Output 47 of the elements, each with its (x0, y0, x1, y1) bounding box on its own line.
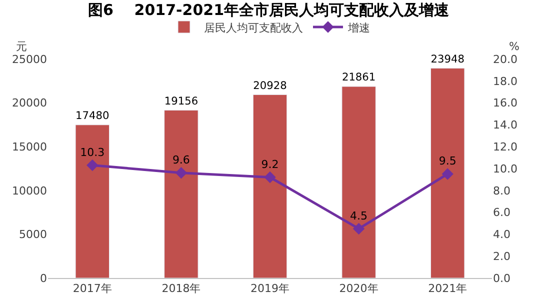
y-axis-title: 元 (16, 40, 27, 53)
y2-tick-label: 16.0 (493, 96, 518, 110)
data-label: 9.2 (261, 158, 279, 171)
x-tick-label: 2020年 (339, 282, 378, 296)
y2-tick-label: 2.0 (493, 250, 510, 263)
y-tick-label: 25000 (12, 52, 47, 66)
y-tick-label: 0 (40, 272, 47, 285)
y2-tick-label: 10.0 (493, 162, 518, 176)
y2-axis-title: % (509, 40, 520, 53)
x-tick-label: 2018年 (162, 282, 201, 296)
point (352, 222, 365, 235)
y-tick-label: 5000 (19, 228, 47, 242)
legend-label: 居民人均可支配收入 (204, 21, 303, 34)
legend-label: 增速 (347, 21, 370, 34)
y-tick-label: 15000 (12, 140, 47, 154)
x-tick-label: 2019年 (250, 282, 290, 296)
point (175, 167, 188, 179)
data-label: 9.5 (438, 154, 456, 168)
bar (252, 94, 288, 278)
data-label: 19156 (164, 95, 198, 108)
data-label: 23948 (430, 53, 465, 66)
data-label: 20928 (253, 80, 288, 92)
y2-tick-label: 20.0 (493, 52, 518, 66)
y2-tick-label: 0.0 (493, 272, 510, 285)
x-tick-label: 2021年 (428, 282, 468, 296)
bar (75, 124, 110, 278)
data-label: 10.3 (80, 146, 105, 159)
y2-tick-label: 8.0 (493, 184, 510, 198)
data-label: 4.5 (350, 209, 368, 222)
y2-tick-label: 12.0 (493, 140, 518, 154)
data-label: 17480 (76, 110, 110, 122)
y-tick-label: 10000 (12, 184, 47, 198)
bar (342, 86, 376, 278)
y2-tick-label: 18.0 (493, 74, 518, 88)
y2-tick-label: 4.0 (493, 228, 510, 242)
bar (430, 68, 465, 278)
y2-tick-label: 6.0 (493, 206, 510, 220)
x-tick-label: 2017年 (72, 282, 112, 296)
data-label: 21861 (342, 72, 376, 84)
bar (164, 110, 198, 278)
point (264, 171, 276, 184)
point (442, 168, 454, 180)
point (86, 159, 98, 172)
y-tick-label: 20000 (12, 96, 47, 110)
chart-title: 图6 2017-2021年全市居民人均可支配收入及增速 (88, 1, 450, 20)
y2-tick-label: 14.0 (493, 118, 518, 132)
data-label: 9.6 (172, 154, 190, 167)
